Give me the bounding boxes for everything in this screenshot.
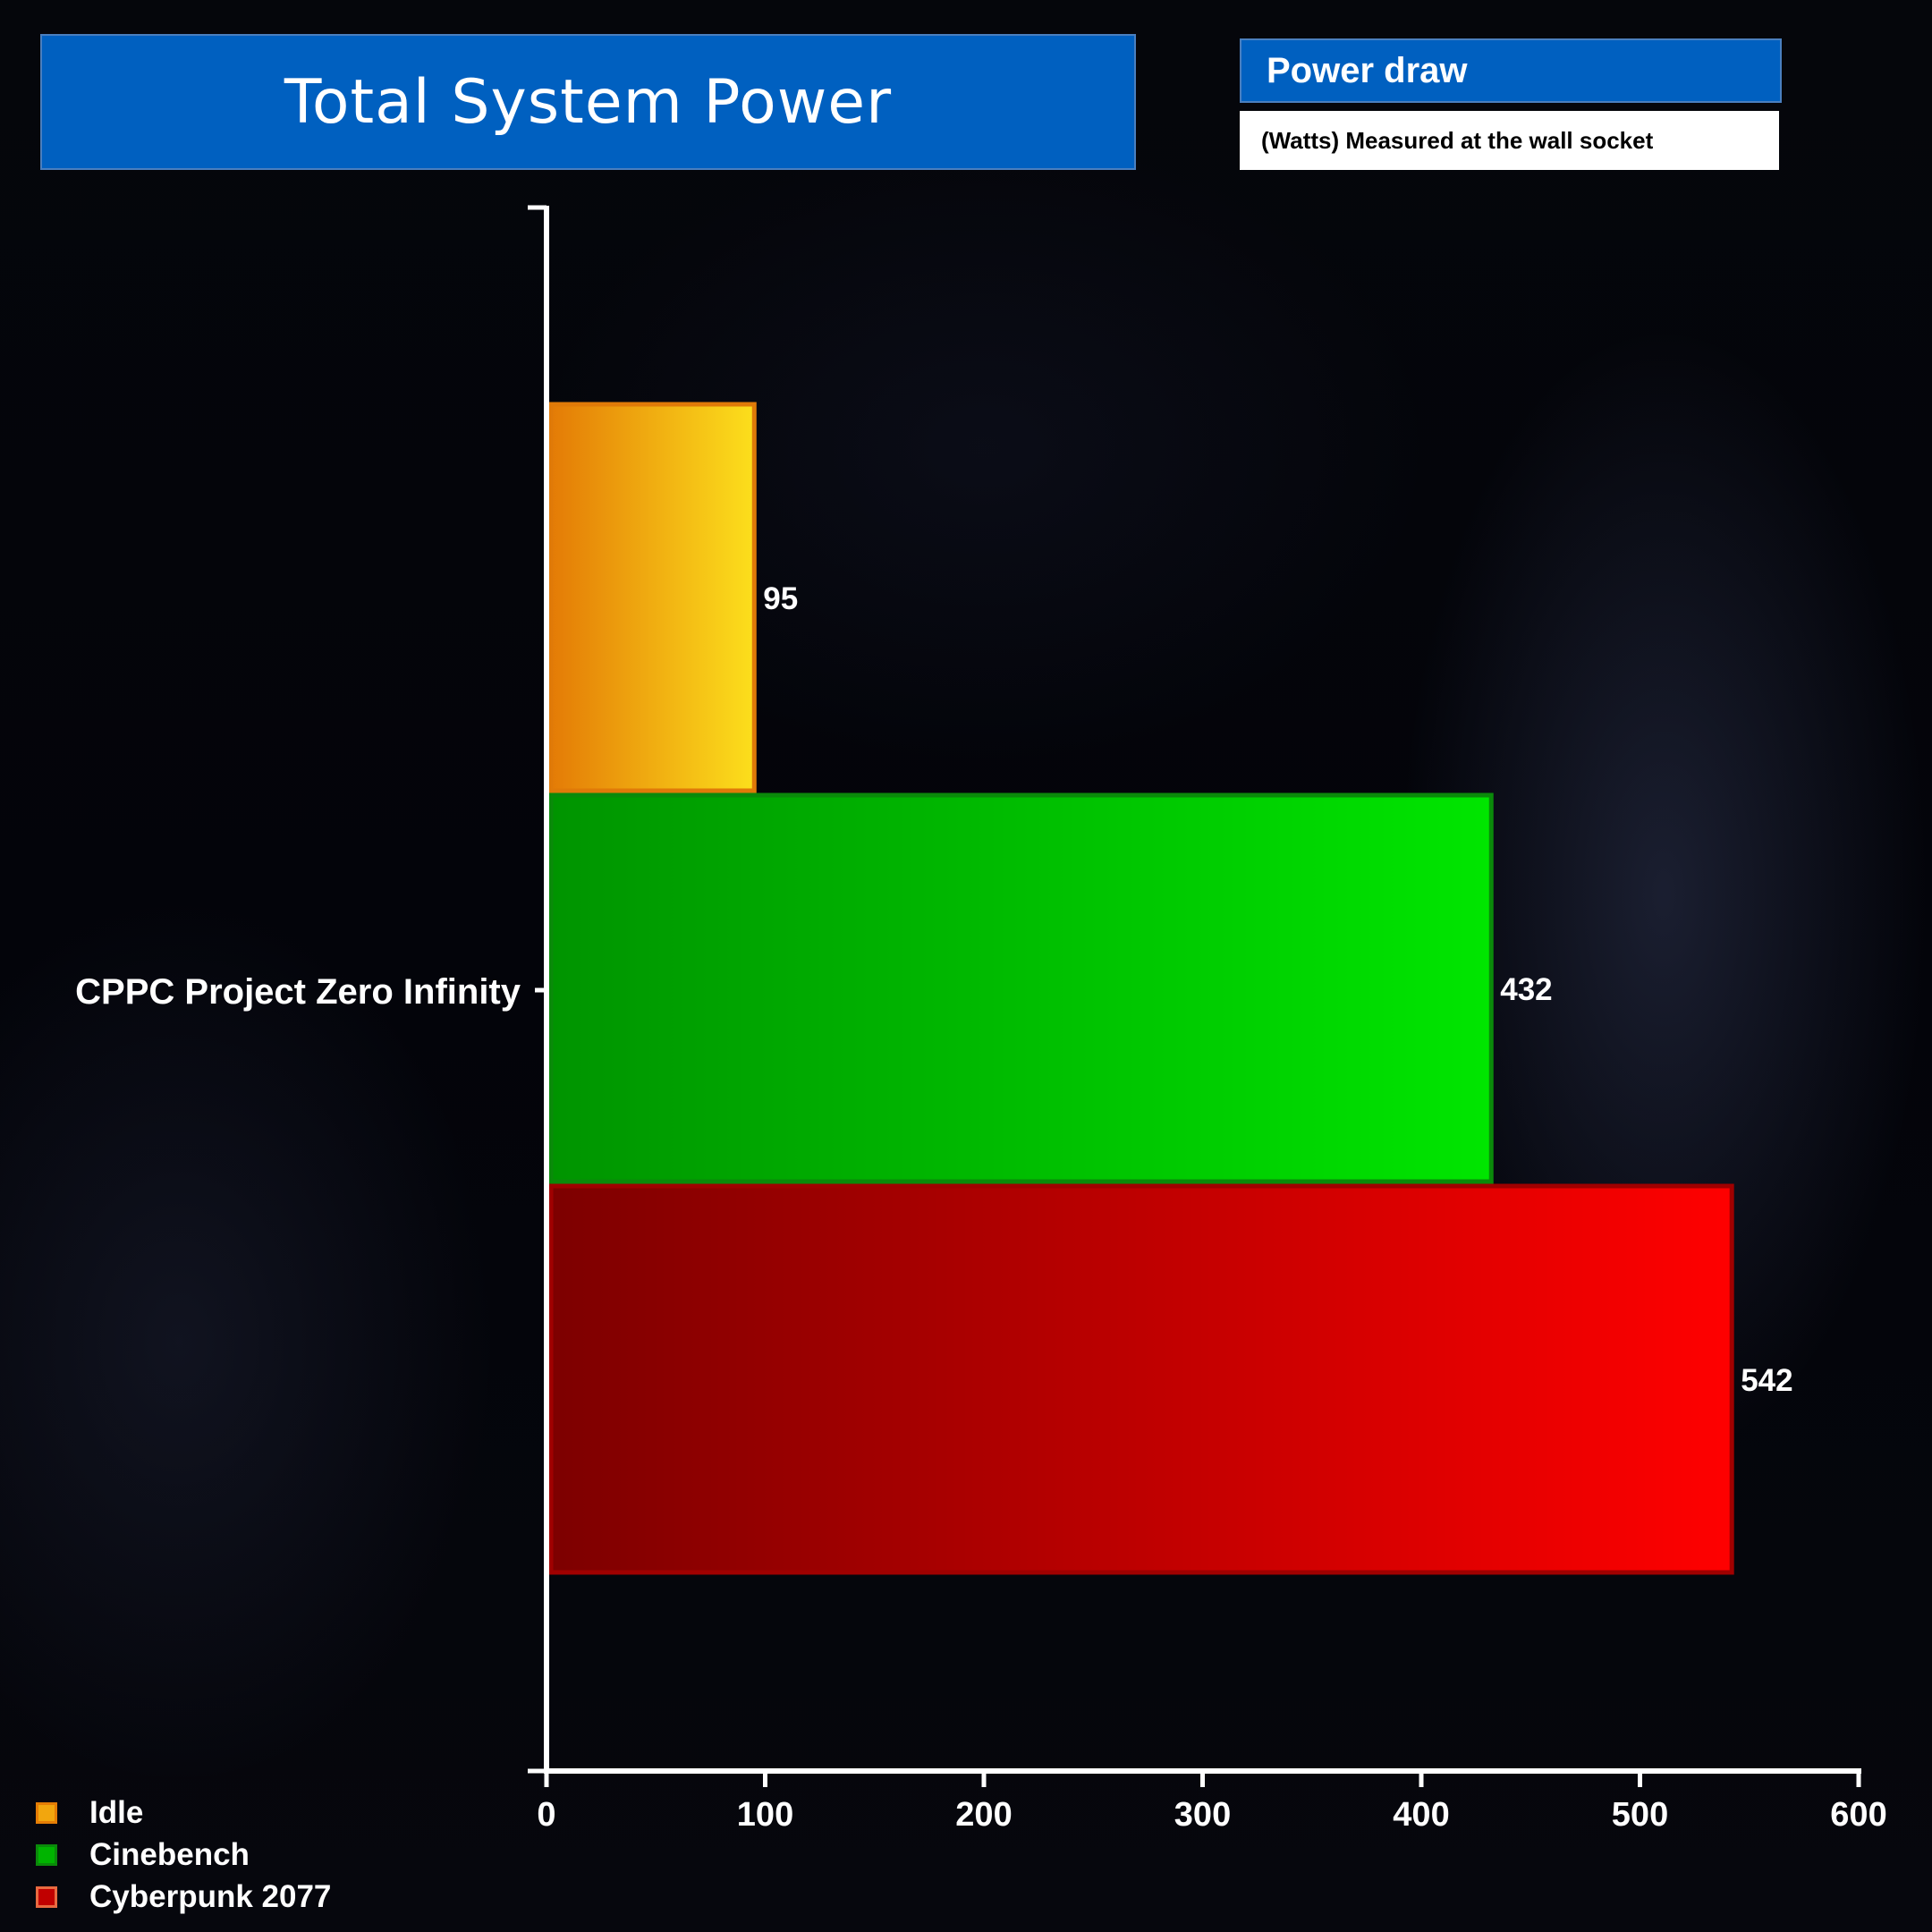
legend-item-cyberpunk: Cyberpunk 2077 [36, 1876, 331, 1918]
chart-subtitle: Power draw [1240, 38, 1782, 103]
chart-title: Total System Power [284, 66, 893, 138]
x-tick-label: 200 [955, 1796, 1012, 1834]
x-tick-label: 100 [737, 1796, 793, 1834]
legend-label: Idle [89, 1794, 144, 1830]
x-tick-label: 500 [1612, 1796, 1668, 1834]
chart-title-box: Total System Power [40, 34, 1136, 170]
x-tick-label: 300 [1174, 1796, 1231, 1834]
legend-swatch-cyberpunk [36, 1885, 57, 1908]
category-label: CPPC Project Zero Infinity [75, 972, 521, 1012]
data-label: 95 [763, 581, 798, 616]
bar-cyberpunk-2077 [548, 1183, 1734, 1575]
legend-item-cinebench: Cinebench [36, 1834, 331, 1876]
bar-cinebench [548, 792, 1494, 1184]
legend-label: Cinebench [89, 1836, 250, 1872]
data-label: 542 [1741, 1363, 1792, 1398]
legend-swatch-cinebench [36, 1843, 57, 1866]
x-tick-label: 400 [1393, 1796, 1449, 1834]
x-tick-label: 600 [1830, 1796, 1886, 1834]
legend: Idle Cinebench Cyberpunk 2077 [36, 1792, 331, 1918]
legend-item-idle: Idle [36, 1792, 331, 1834]
x-tick-label: 0 [537, 1796, 555, 1834]
chart-description: (Watts) Measured at the wall socket [1240, 111, 1779, 170]
data-label: 432 [1500, 972, 1552, 1007]
bar-idle [548, 402, 757, 793]
legend-label: Cyberpunk 2077 [89, 1878, 332, 1914]
legend-swatch-idle [36, 1801, 57, 1824]
